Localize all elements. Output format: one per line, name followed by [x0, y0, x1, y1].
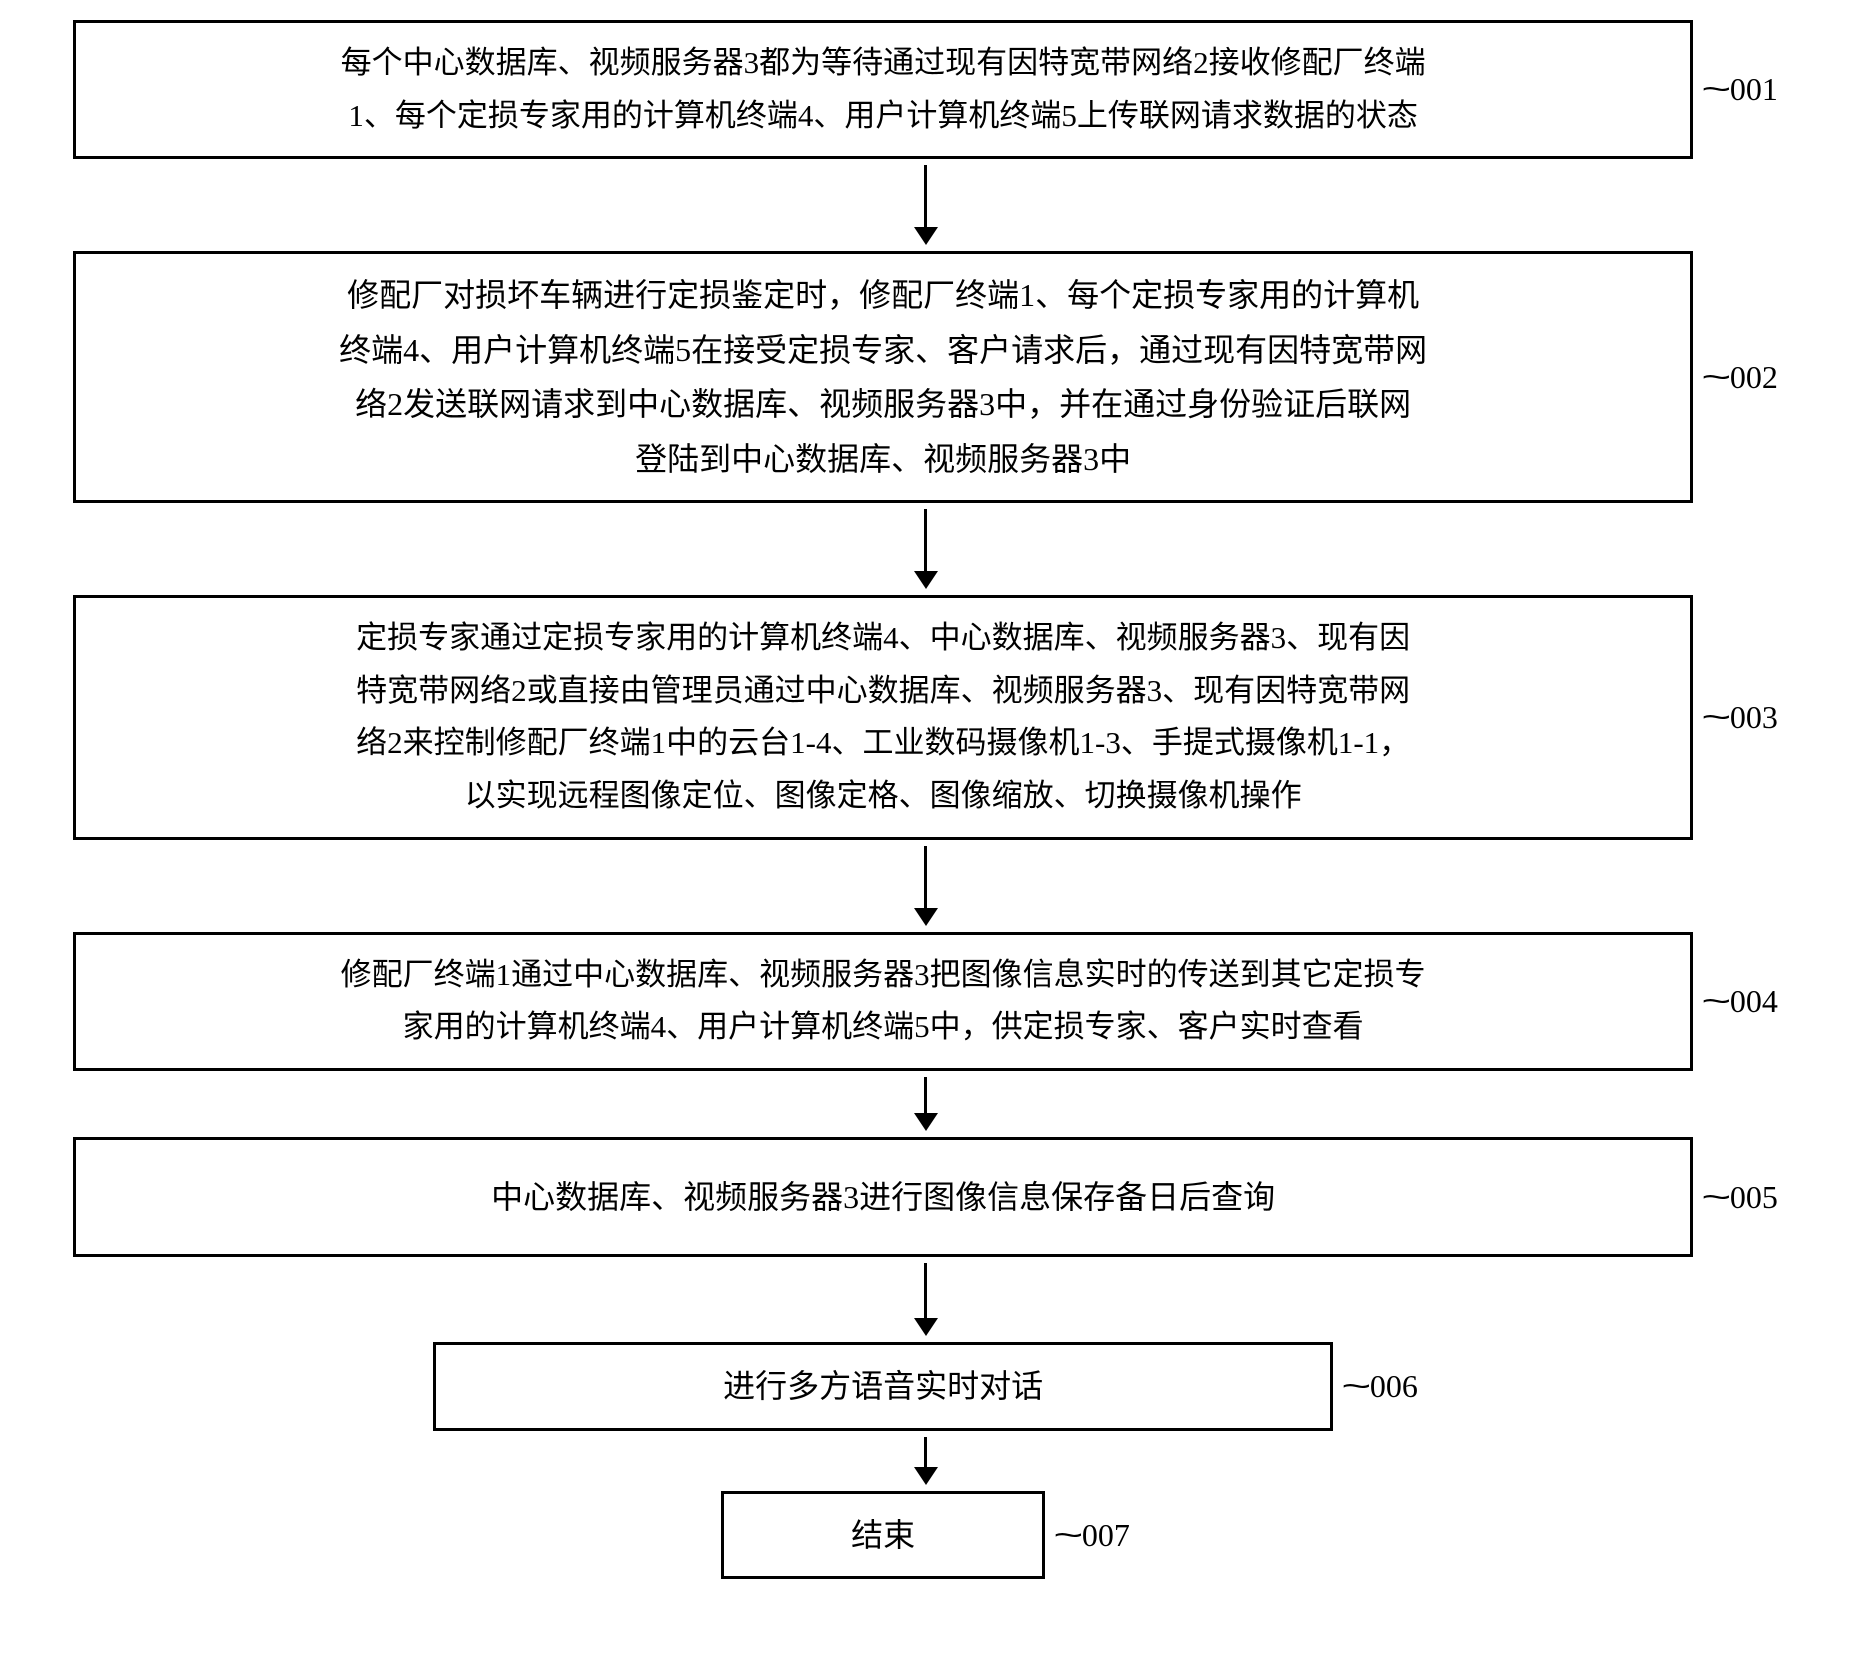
step-text: 以实现远程图像定位、图像定格、图像缩放、切换摄像机操作 [100, 770, 1666, 823]
step-label-001: ~001 [1707, 71, 1778, 108]
flowchart-container: 每个中心数据库、视频服务器3都为等待通过现有因特宽带网络2接收修配厂终端 1、每… [26, 20, 1826, 1579]
step-row-001: 每个中心数据库、视频服务器3都为等待通过现有因特宽带网络2接收修配厂终端 1、每… [26, 20, 1826, 159]
step-label-007: ~007 [1059, 1517, 1130, 1554]
step-box-006: 进行多方语音实时对话 [433, 1342, 1333, 1430]
step-text: 每个中心数据库、视频服务器3都为等待通过现有因特宽带网络2接收修配厂终端 [100, 37, 1666, 90]
step-text: 定损专家通过定损专家用的计算机终端4、中心数据库、视频服务器3、现有因 [100, 612, 1666, 665]
step-label-005: ~005 [1707, 1179, 1778, 1216]
step-label-004: ~004 [1707, 983, 1778, 1020]
step-box-005: 中心数据库、视频服务器3进行图像信息保存备日后查询 [73, 1137, 1693, 1257]
step-text: 修配厂对损坏车辆进行定损鉴定时，修配厂终端1、每个定损专家用的计算机 [100, 268, 1666, 322]
step-text: 进行多方语音实时对话 [460, 1359, 1306, 1413]
step-text: 修配厂终端1通过中心数据库、视频服务器3把图像信息实时的传送到其它定损专 [100, 949, 1666, 1002]
step-row-006: 进行多方语音实时对话 ~006 [26, 1342, 1826, 1430]
step-box-004: 修配厂终端1通过中心数据库、视频服务器3把图像信息实时的传送到其它定损专 家用的… [73, 932, 1693, 1071]
step-box-001: 每个中心数据库、视频服务器3都为等待通过现有因特宽带网络2接收修配厂终端 1、每… [73, 20, 1693, 159]
step-box-002: 修配厂对损坏车辆进行定损鉴定时，修配厂终端1、每个定损专家用的计算机 终端4、用… [73, 251, 1693, 503]
arrow [914, 1437, 938, 1485]
step-box-007: 结束 [721, 1491, 1045, 1579]
step-label-003: ~003 [1707, 699, 1778, 736]
step-text: 登陆到中心数据库、视频服务器3中 [100, 432, 1666, 486]
step-row-007: 结束 ~007 [26, 1491, 1826, 1579]
step-text: 1、每个定损专家用的计算机终端4、用户计算机终端5上传联网请求数据的状态 [100, 90, 1666, 143]
step-text: 中心数据库、视频服务器3进行图像信息保存备日后查询 [100, 1170, 1666, 1224]
step-text: 结束 [748, 1508, 1018, 1562]
arrow [914, 1263, 938, 1336]
step-text: 特宽带网络2或直接由管理员通过中心数据库、视频服务器3、现有因特宽带网 [100, 665, 1666, 718]
step-row-003: 定损专家通过定损专家用的计算机终端4、中心数据库、视频服务器3、现有因 特宽带网… [26, 595, 1826, 840]
step-box-003: 定损专家通过定损专家用的计算机终端4、中心数据库、视频服务器3、现有因 特宽带网… [73, 595, 1693, 840]
step-text: 终端4、用户计算机终端5在接受定损专家、客户请求后，通过现有因特宽带网 [100, 323, 1666, 377]
step-row-005: 中心数据库、视频服务器3进行图像信息保存备日后查询 ~005 [26, 1137, 1826, 1257]
step-text: 家用的计算机终端4、用户计算机终端5中，供定损专家、客户实时查看 [100, 1001, 1666, 1054]
step-row-002: 修配厂对损坏车辆进行定损鉴定时，修配厂终端1、每个定损专家用的计算机 终端4、用… [26, 251, 1826, 503]
step-text: 络2发送联网请求到中心数据库、视频服务器3中，并在通过身份验证后联网 [100, 377, 1666, 431]
step-label-006: ~006 [1347, 1368, 1418, 1405]
step-row-004: 修配厂终端1通过中心数据库、视频服务器3把图像信息实时的传送到其它定损专 家用的… [26, 932, 1826, 1071]
step-text: 络2来控制修配厂终端1中的云台1-4、工业数码摄像机1-3、手提式摄像机1-1， [100, 717, 1666, 770]
step-label-002: ~002 [1707, 359, 1778, 396]
arrow [914, 165, 938, 245]
arrow [914, 1077, 938, 1131]
arrow [914, 846, 938, 926]
arrow [914, 509, 938, 589]
